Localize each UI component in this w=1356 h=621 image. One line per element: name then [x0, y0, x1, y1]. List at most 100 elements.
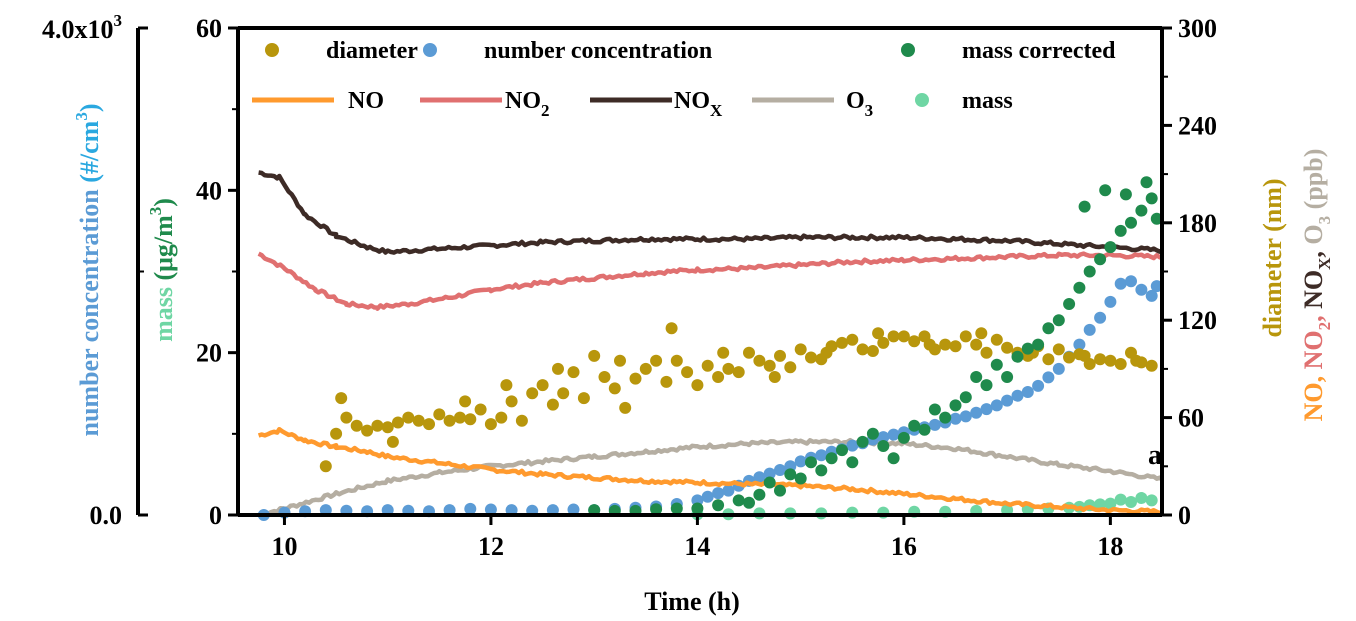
svg-text:NO, NO2, NOX, O3 (ppb): NO, NO2, NOX, O3 (ppb) [1299, 149, 1334, 422]
point-number-concentration [753, 471, 766, 484]
point-diameter [753, 354, 766, 367]
point-diameter [1052, 343, 1065, 356]
point-mass-corrected [980, 379, 993, 392]
legend-label: NOX [674, 88, 723, 120]
point-number-concentration [846, 439, 859, 452]
point-diameter [614, 354, 626, 367]
point-diameter [402, 411, 415, 424]
point-diameter [1078, 349, 1091, 362]
point-diameter [381, 421, 394, 434]
number-axis-title: number concentration (#/cm3) [72, 104, 104, 437]
point-diameter [897, 330, 910, 343]
point-mass-corrected [939, 411, 952, 424]
mass-tick-label: 0 [209, 501, 222, 530]
point-number-concentration [464, 502, 477, 515]
point-diameter [577, 392, 590, 405]
point-mass-corrected [1145, 192, 1158, 205]
point-mass-corrected [1032, 338, 1045, 351]
point-number-concentration [1104, 295, 1117, 308]
point-diameter [423, 418, 435, 431]
point-diameter [495, 411, 508, 424]
legend-label: O3 [846, 88, 873, 120]
point-mass-corrected [763, 476, 776, 489]
point-mass-corrected [1125, 216, 1137, 229]
point-mass-corrected [691, 502, 704, 515]
point-diameter [846, 333, 859, 346]
point-diameter [361, 424, 374, 437]
legend-marker [901, 43, 915, 57]
svg-text:number concentration (#/cm3): number concentration (#/cm3) [72, 104, 104, 437]
legend-label: mass corrected [962, 38, 1116, 64]
point-diameter [784, 361, 797, 374]
point-diameter [546, 398, 559, 411]
gases-axis-title: NO, NO2, NOX, O3 (ppb) [1299, 149, 1334, 422]
point-number-concentration [1150, 280, 1163, 293]
point-number-concentration [970, 406, 983, 419]
point-diameter [939, 338, 952, 351]
point-mass-corrected [1052, 314, 1065, 327]
point-mass-corrected [1140, 176, 1153, 189]
legend-item-mass: mass [915, 88, 1013, 114]
point-mass-corrected [712, 499, 725, 512]
point-mass-corrected [1094, 253, 1107, 266]
line-no [257, 426, 1164, 516]
point-mass-corrected [753, 488, 766, 501]
point-number-concentration [701, 490, 714, 503]
point-diameter [970, 338, 983, 351]
point-number-concentration [949, 412, 962, 425]
svg-text:diameter (nm): diameter (nm) [1258, 178, 1287, 337]
point-diameter [1063, 351, 1076, 364]
point-number-concentration [1001, 394, 1014, 407]
point-mass [1114, 493, 1127, 506]
point-mass-corrected [1114, 224, 1127, 237]
point-diameter [923, 338, 936, 351]
point-number-concentration [1083, 323, 1096, 336]
point-diameter [335, 392, 348, 405]
legend-label: number concentration [484, 38, 712, 64]
point-diameter [712, 371, 725, 383]
point-diameter [1145, 359, 1158, 372]
legend-marker [265, 43, 279, 57]
point-number-concentration [763, 467, 776, 480]
point-mass [1145, 494, 1158, 507]
point-mass-corrected [784, 468, 797, 481]
point-number-concentration [712, 487, 725, 500]
point-mass-corrected [836, 444, 848, 457]
point-diameter [701, 359, 714, 372]
point-diameter [526, 387, 539, 400]
point-diameter [619, 401, 632, 414]
point-diameter [872, 327, 885, 340]
point-mass-corrected [1078, 200, 1091, 213]
point-diameter [386, 435, 399, 448]
point-diameter [536, 379, 549, 392]
point-mass-corrected [1104, 241, 1117, 254]
point-mass-corrected [846, 456, 859, 469]
point-diameter [552, 362, 564, 375]
mass-tick-label: 20 [196, 339, 222, 368]
x-tick-label: 14 [684, 532, 710, 561]
point-number-concentration [794, 455, 807, 468]
point-number-concentration [567, 503, 580, 516]
legend-label: NO2 [505, 88, 550, 120]
legend-item-number: number concentration [423, 38, 712, 64]
point-mass-corrected [970, 371, 983, 383]
point-diameter [805, 351, 817, 364]
mass-tick-label: 40 [196, 176, 222, 205]
point-diameter [732, 366, 745, 379]
point-diameter [1104, 354, 1117, 367]
point-mass-corrected [928, 403, 941, 416]
point-diameter [1001, 341, 1014, 354]
right-tick-label: 60 [1178, 404, 1204, 433]
point-mass-corrected [990, 358, 1003, 371]
point-diameter [670, 354, 683, 367]
x-tick-label: 18 [1097, 532, 1123, 561]
point-diameter [371, 419, 384, 432]
point-mass-corrected [774, 484, 786, 497]
axes: 10 12 14 16 1802040600.04.0x1030601201802403… [42, 11, 1217, 561]
point-mass-corrected [794, 472, 807, 485]
annotation-label: a [1148, 440, 1162, 471]
point-diameter [774, 349, 786, 362]
point-diameter [505, 395, 518, 408]
point-number-concentration [1114, 277, 1127, 290]
point-diameter [949, 340, 962, 353]
